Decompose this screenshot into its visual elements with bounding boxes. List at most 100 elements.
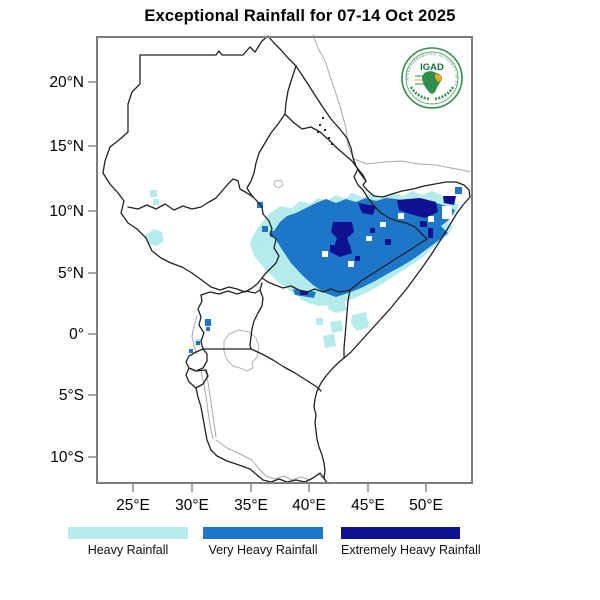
x-axis-tick-label: 25°E: [116, 497, 150, 514]
heavy-rainfall-area: [150, 190, 157, 197]
country-borders: [353, 168, 364, 191]
rainfall-gaps: [398, 213, 404, 219]
red-sea-islands: [319, 124, 321, 126]
very-heavy-rainfall-area: [206, 327, 210, 331]
legend-label-very-heavy: Very Heavy Rainfall: [208, 543, 318, 557]
legend-swatch-very-heavy: [203, 527, 323, 539]
extremely-heavy-rainfall-area: [330, 245, 352, 257]
rainfall-gaps: [366, 236, 372, 241]
very-heavy-rainfall-area: [283, 225, 289, 231]
country-borders: [261, 213, 280, 279]
very-heavy-rainfall-area: [189, 349, 193, 353]
extremely-heavy-rainfall-area: [355, 256, 360, 261]
laurel-right-icon: [434, 86, 455, 101]
neighboring-country-borders: [204, 369, 217, 438]
x-axis-tick-label: 40°E: [292, 497, 326, 514]
country-borders: [349, 238, 428, 291]
y-axis-tick-label: 15°N: [49, 138, 84, 155]
extremely-heavy-rainfall-area: [428, 228, 433, 238]
heavy-rainfall-area: [146, 229, 164, 246]
country-borders: [246, 113, 286, 198]
red-sea-islands: [322, 117, 324, 119]
rainfall-gaps: [428, 216, 434, 222]
extremely-heavy-rainfall-area: [397, 198, 438, 218]
y-axis-tick-label: 20°N: [49, 74, 84, 91]
country-borders: [195, 387, 325, 483]
country-borders: [242, 35, 367, 182]
country-borders: [200, 282, 263, 296]
country-borders: [313, 357, 345, 484]
extremely-heavy-rainfall-area: [385, 239, 391, 245]
neighboring-country-borders: [191, 315, 198, 355]
country-borders: [185, 367, 209, 389]
red-sea-islands: [331, 143, 333, 145]
rainfall-gaps: [348, 261, 354, 267]
neighboring-country-borders: [191, 34, 471, 485]
extremely-heavy-rainfall-area: [358, 203, 376, 215]
map-frame: [96, 36, 473, 484]
legend-item-extremely-heavy: Extremely Heavy Rainfall: [341, 527, 481, 557]
y-axis-tick-label: 10°S: [50, 449, 84, 466]
country-borders: [249, 289, 264, 350]
y-axis-tick-label: 10°N: [49, 203, 84, 220]
extremely-heavy-rainfall-area: [443, 196, 456, 205]
heavy-rainfall-area: [328, 300, 347, 313]
heavy-rainfall-area: [323, 334, 336, 348]
extremely-heavy-rainfall-area: [420, 221, 427, 227]
very-heavy-rainfall-area: [262, 226, 268, 232]
red-sea-islands: [328, 137, 330, 139]
legend-label-heavy: Heavy Rainfall: [87, 543, 169, 557]
legend-swatch-heavy: [68, 527, 188, 539]
rainfall-gaps: [322, 251, 328, 257]
logo-org-name: IGAD: [420, 62, 444, 73]
country-borders: [102, 54, 263, 293]
y-axis-tick-label: 5°S: [59, 387, 84, 404]
country-borders: [102, 35, 471, 484]
page-title: Exceptional Rainfall for 07-14 Oct 2025: [144, 7, 456, 25]
x-axis-tick-label: 30°E: [175, 497, 209, 514]
laurel-left-icon: [409, 86, 430, 101]
extremely-heavy-rainfall-area: [300, 196, 456, 295]
africa-icon: [414, 71, 443, 94]
country-borders: [139, 50, 244, 56]
legend-swatch-extremely-heavy: [341, 527, 460, 539]
lake-victoria-outline: [273, 179, 284, 189]
country-borders: [343, 196, 471, 359]
extremely-heavy-rainfall-area: [331, 222, 354, 252]
heavy-rainfall-area: [316, 318, 323, 325]
legend-label-extremely-heavy: Extremely Heavy Rainfall: [341, 543, 481, 557]
red-sea-islands: [324, 129, 326, 131]
logo-inner-ring: [405, 51, 459, 105]
legend: Heavy Rainfall Very Heavy Rainfall Extre…: [0, 527, 600, 567]
country-borders: [127, 178, 264, 215]
legend-item-heavy: Heavy Rainfall: [68, 527, 188, 557]
neighboring-country-borders: [312, 34, 471, 173]
x-axis-tick-label: 50°E: [409, 497, 443, 514]
y-axis-tick-label: 0°: [69, 326, 84, 343]
red-sea-islands: [317, 117, 333, 145]
country-borders: [250, 348, 322, 392]
rainfall-gaps: [380, 222, 386, 227]
very-heavy-rainfall-area: [455, 187, 462, 194]
heavy-rainfall-area: [153, 199, 159, 205]
extremely-heavy-rainfall-area: [370, 228, 375, 233]
very-heavy-rainfall-area: [196, 341, 200, 345]
very-heavy-rainfall-area: [274, 198, 455, 297]
very-heavy-rainfall-area: [205, 319, 211, 326]
heavy-rainfall-area: [351, 312, 369, 331]
igad-region-highlight: [435, 74, 442, 82]
neighboring-country-borders: [200, 370, 214, 440]
country-borders: [362, 189, 428, 240]
x-axis-tick-label: 35°E: [234, 497, 268, 514]
country-borders: [362, 180, 471, 198]
heavy-rainfall-area: [256, 242, 265, 252]
country-borders: [343, 289, 351, 359]
legend-item-very-heavy: Very Heavy Rainfall: [203, 527, 323, 557]
y-axis-tick-label: 5°N: [58, 265, 84, 282]
heavy-rainfall-area: [330, 320, 343, 333]
country-borders: [284, 65, 297, 115]
x-axis-tick-label: 45°E: [351, 497, 385, 514]
